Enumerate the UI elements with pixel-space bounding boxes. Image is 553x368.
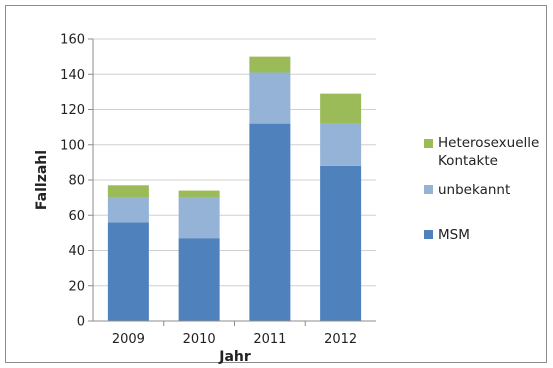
bars <box>107 56 362 326</box>
legend-label-unbekannt: unbekannt <box>438 182 510 198</box>
legend-label-heterosexuelle: Heterosexuelle Kontakte <box>438 135 544 169</box>
x-tick-label: 2010 <box>183 332 216 347</box>
y-tick-label: 40 <box>68 244 85 259</box>
y-tick-labels: 0 20 40 60 80 100 120 140 160 <box>60 33 85 330</box>
y-tick-label: 100 <box>60 138 85 153</box>
x-tick-label: 2012 <box>324 332 357 347</box>
bar-segment-heterosexuelle-2009 <box>107 185 149 198</box>
x-tick-label: 2011 <box>253 332 286 347</box>
legend-item-heterosexuelle: Heterosexuelle Kontakte <box>424 135 544 169</box>
y-tick-label: 0 <box>77 315 85 330</box>
y-tick-label: 160 <box>60 33 85 48</box>
legend-label-msm: MSM <box>438 227 470 243</box>
bar-segment-heterosexuelle-2012 <box>320 93 362 124</box>
x-tick-label: 2009 <box>112 332 145 347</box>
y-tick-label: 20 <box>68 279 85 294</box>
axes <box>92 39 376 322</box>
legend-swatch-msm <box>424 230 433 239</box>
bar-segment-unbekannt-2009 <box>107 197 149 223</box>
y-axis-title: Fallzahl <box>34 150 50 210</box>
bar-segment-msm-2009 <box>107 222 149 321</box>
bar-segment-msm-2010 <box>178 238 220 321</box>
bar-segment-heterosexuelle-2011 <box>249 56 291 73</box>
x-tick-labels: 2009 2010 2011 2012 <box>112 332 357 347</box>
legend-item-unbekannt: unbekannt <box>424 182 510 198</box>
bar-segment-msm-2011 <box>249 123 291 321</box>
x-axis-title: Jahr <box>218 349 251 365</box>
bar-segment-msm-2012 <box>320 165 362 321</box>
y-tick-label: 140 <box>60 68 85 83</box>
legend-swatch-heterosexuelle <box>424 139 433 148</box>
legend-label-line2: Kontakte <box>438 153 498 169</box>
legend: Heterosexuelle Kontakte unbekannt MSM <box>424 135 544 243</box>
legend-item-msm: MSM <box>424 227 470 243</box>
y-tick-label: 80 <box>68 174 85 189</box>
bar-segment-unbekannt-2012 <box>320 123 362 166</box>
bar-segment-unbekannt-2010 <box>178 197 220 239</box>
legend-label-line1: Heterosexuelle <box>438 135 539 151</box>
legend-swatch-unbekannt <box>424 185 433 194</box>
bar-segment-unbekannt-2011 <box>249 72 291 124</box>
y-tick-label: 60 <box>68 209 85 224</box>
y-tick-label: 120 <box>60 103 85 118</box>
bar-segment-heterosexuelle-2010 <box>178 190 220 198</box>
